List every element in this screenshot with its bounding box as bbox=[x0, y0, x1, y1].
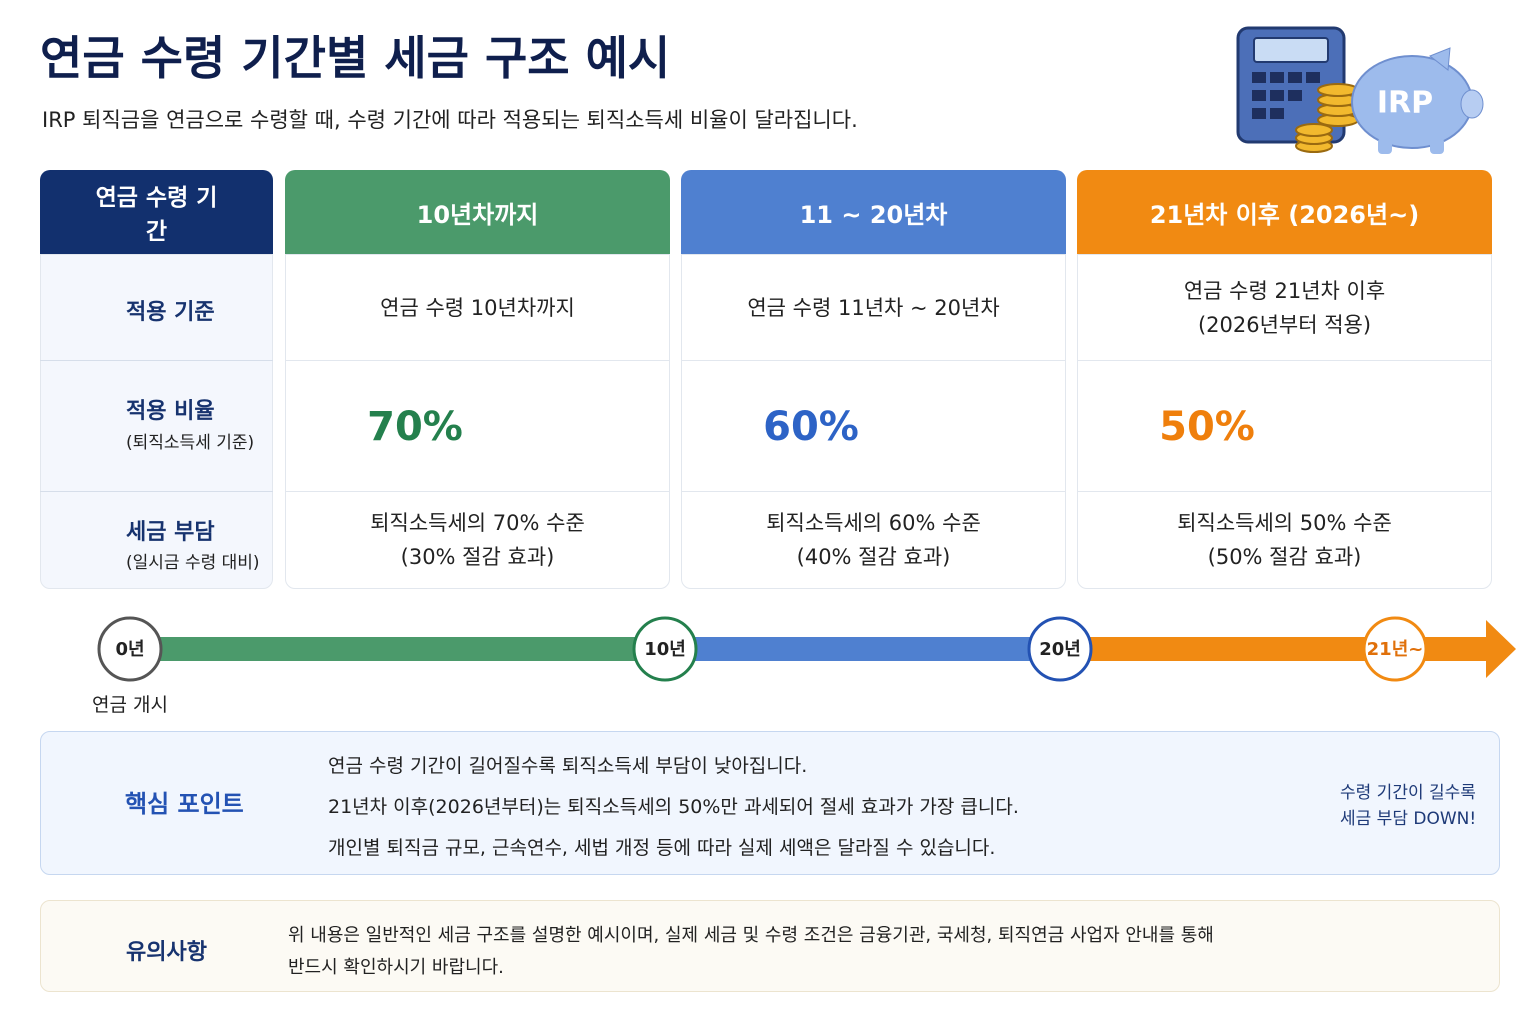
column-body bbox=[1077, 254, 1492, 589]
timeline-mark: 0년 bbox=[115, 639, 144, 660]
key-points-box bbox=[40, 731, 1500, 875]
title: 연금 수령 기간별 세금 구조 예시 bbox=[40, 31, 671, 85]
caution-box bbox=[40, 900, 1500, 992]
burden: 퇴직소득세의 50% 수준 (50% 절감 효과) bbox=[1077, 491, 1492, 589]
divider bbox=[1077, 491, 1492, 492]
timeline-node bbox=[632, 616, 698, 682]
divider bbox=[40, 491, 273, 492]
key-points-title: 핵심 포인트 bbox=[125, 790, 244, 818]
criteria-line: 연금 수령 10년차까지 bbox=[380, 295, 575, 320]
burden: 퇴직소득세의 60% 수준 (40% 절감 효과) bbox=[681, 491, 1066, 589]
ratio-label: 60% bbox=[763, 404, 859, 450]
criteria-line: 연금 수령 21년차 이후 bbox=[1183, 278, 1386, 303]
key-point: 개인별 퇴직금 규모, 근속연수, 세법 개정 등에 따라 실제 세액은 달라질… bbox=[328, 837, 996, 859]
column-header: 10년차까지 bbox=[285, 170, 670, 254]
burden: 퇴직소득세의 70% 수준 (30% 절감 효과) bbox=[285, 491, 670, 589]
row-header-panel bbox=[40, 254, 273, 589]
ratio-label: 50% bbox=[1159, 404, 1255, 450]
burden-line: 퇴직소득세의 70% 수준 bbox=[370, 511, 585, 535]
timeline-mark: 10년 bbox=[644, 639, 686, 660]
key-point: 연금 수령 기간이 길어질수록 퇴직소득세 부담이 낮아집니다. bbox=[328, 755, 808, 777]
column-header: 21년차 이후 (2026년~) bbox=[1077, 170, 1492, 254]
criteria-line: 연금 수령 11년차 ~ 20년차 bbox=[747, 295, 1000, 320]
row-title: 적용 기준 bbox=[126, 300, 215, 325]
coins-icon bbox=[1295, 83, 1359, 153]
divider bbox=[681, 360, 1066, 361]
ratio-label: 70% bbox=[367, 404, 463, 450]
column-header: 11 ~ 20년차 bbox=[681, 170, 1066, 254]
criteria-line: (2026년부터 적용) bbox=[1197, 312, 1372, 337]
column-body bbox=[285, 254, 670, 589]
calculator-icon bbox=[1236, 26, 1346, 144]
timeline-start: 연금 개시 bbox=[92, 694, 168, 716]
burden-line: (50% 절감 효과) bbox=[1207, 545, 1362, 569]
timeline bbox=[130, 620, 1516, 678]
burden-line: (30% 절감 효과) bbox=[400, 545, 555, 569]
criteria: 연금 수령 21년차 이후 (2026년부터 적용) bbox=[1077, 255, 1492, 360]
row-title: 적용 비율 bbox=[126, 399, 215, 424]
burden-line: 퇴직소득세의 60% 수준 bbox=[766, 511, 981, 535]
criteria: 연금 수령 10년차까지 bbox=[285, 255, 670, 360]
key-point: 21년차 이후(2026년부터)는 퇴직소득세의 50%만 과세되어 절세 효과… bbox=[328, 796, 1019, 818]
burden-line: (40% 절감 효과) bbox=[796, 545, 951, 569]
timeline-mark: 21년~ bbox=[1367, 639, 1424, 660]
corner-header: 연금 수령 기간 bbox=[40, 170, 273, 254]
timeline-node bbox=[97, 616, 163, 682]
callout: 수령 기간이 길수록 세금 부담 DOWN! bbox=[1340, 780, 1476, 832]
caution-text: 위 내용은 일반적인 세금 구조를 설명한 예시이며, 실제 세금 및 수령 조… bbox=[288, 920, 1214, 984]
timeline-mark: 20년 bbox=[1039, 639, 1081, 660]
divider bbox=[1077, 360, 1492, 361]
burden-line: 퇴직소득세의 50% 수준 bbox=[1177, 511, 1392, 535]
column-body bbox=[681, 254, 1066, 589]
timeline-node bbox=[1362, 616, 1428, 682]
divider bbox=[285, 360, 670, 361]
timeline-node bbox=[1027, 616, 1093, 682]
divider bbox=[681, 491, 1066, 492]
row-note: (일시금 수령 대비) bbox=[126, 553, 260, 573]
criteria: 연금 수령 11년차 ~ 20년차 bbox=[681, 255, 1066, 360]
caution-line: 위 내용은 일반적인 세금 구조를 설명한 예시이며, 실제 세금 및 수령 조… bbox=[288, 925, 1214, 946]
caution-title: 유의사항 bbox=[126, 940, 207, 965]
piggy-label: IRP bbox=[1377, 86, 1433, 121]
callout-line: 세금 부담 DOWN! bbox=[1340, 809, 1477, 829]
row-note: (퇴직소득세 기준) bbox=[126, 433, 255, 453]
callout-line: 수령 기간이 길수록 bbox=[1340, 783, 1476, 803]
piggy-icon: IRP bbox=[1351, 47, 1484, 154]
caution-line: 반드시 확인하시기 바랍니다. bbox=[288, 957, 504, 978]
row-title: 세금 부담 bbox=[126, 520, 215, 545]
subtitle: IRP 퇴직금을 연금으로 수령할 때, 수령 기간에 따라 적용되는 퇴직소득… bbox=[42, 108, 858, 132]
divider bbox=[40, 360, 273, 361]
divider bbox=[285, 491, 670, 492]
